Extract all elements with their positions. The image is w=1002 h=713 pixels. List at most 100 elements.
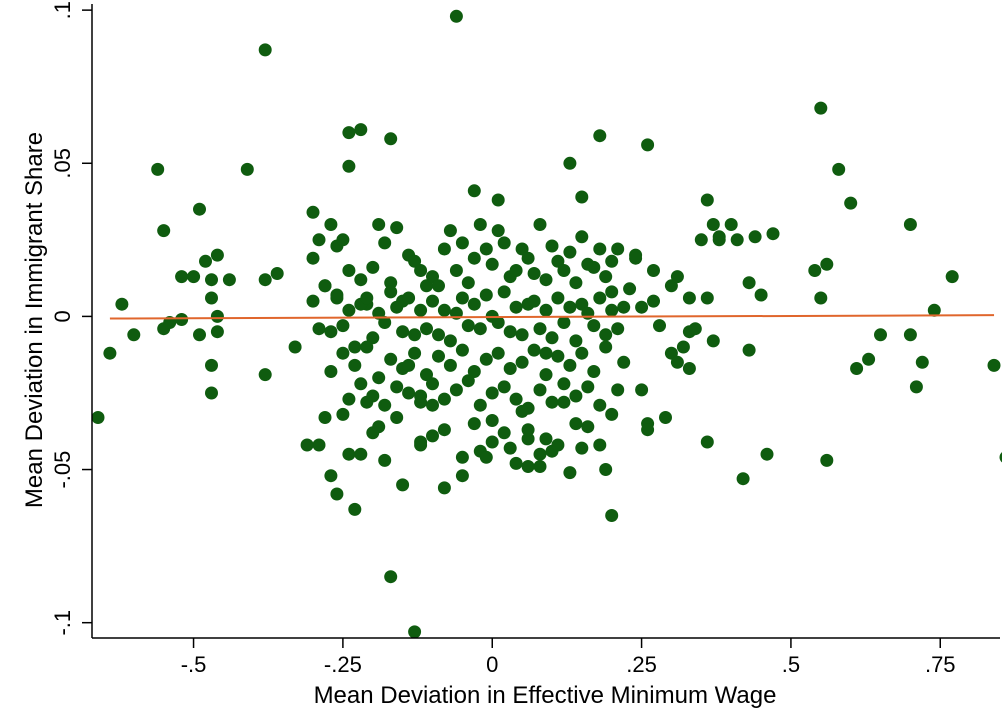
- data-point: [467, 251, 481, 265]
- data-point: [432, 279, 445, 293]
- data-point: [503, 362, 517, 375]
- data-point: [330, 487, 344, 501]
- data-point: [820, 257, 834, 271]
- data-point: [449, 264, 463, 277]
- data-point: [533, 218, 547, 231]
- data-point: [103, 346, 117, 360]
- data-point: [808, 264, 822, 277]
- data-point: [485, 435, 499, 449]
- data-point: [647, 264, 660, 277]
- data-point: [497, 236, 511, 250]
- data-point: [449, 383, 463, 397]
- data-point: [551, 254, 565, 268]
- data-point: [437, 481, 451, 495]
- data-point: [258, 368, 272, 382]
- data-point: [372, 218, 386, 231]
- data-point: [467, 417, 481, 431]
- data-point: [641, 423, 655, 437]
- data-point: [366, 260, 380, 274]
- data-point: [563, 300, 577, 314]
- data-point: [635, 300, 649, 314]
- data-point: [497, 426, 511, 440]
- data-point: [682, 291, 696, 305]
- axes-layer: [91, 4, 1000, 639]
- data-point: [157, 224, 171, 238]
- data-point: [509, 456, 523, 470]
- data-point: [551, 349, 565, 363]
- data-point: [378, 316, 392, 329]
- data-point: [455, 343, 469, 357]
- data-point: [629, 248, 643, 262]
- data-point: [509, 392, 523, 406]
- data-point: [700, 435, 714, 449]
- data-point: [641, 138, 655, 152]
- data-point: [599, 270, 613, 284]
- data-point: [414, 438, 428, 452]
- data-point: [437, 303, 451, 317]
- data-point: [909, 380, 923, 394]
- data-point: [688, 322, 702, 336]
- data-point: [330, 288, 344, 302]
- data-point: [736, 472, 750, 486]
- data-point: [342, 126, 356, 140]
- data-point: [210, 309, 224, 323]
- data-point: [199, 254, 212, 268]
- data-point: [336, 407, 350, 421]
- data-point: [426, 377, 439, 391]
- data-point: [814, 291, 828, 305]
- data-point: [258, 43, 272, 57]
- data-point: [420, 279, 433, 293]
- data-point: [485, 414, 499, 427]
- data-point: [193, 202, 206, 216]
- data-point: [706, 218, 720, 231]
- data-point: [509, 264, 523, 277]
- data-point: [205, 358, 218, 372]
- data-point: [372, 371, 386, 385]
- data-point: [342, 303, 356, 317]
- data-point: [384, 285, 398, 299]
- data-point: [479, 288, 493, 302]
- data-point: [342, 159, 356, 173]
- data-point: [479, 242, 493, 256]
- data-point: [360, 395, 374, 409]
- data-point: [432, 349, 445, 363]
- data-point: [205, 386, 218, 400]
- data-point: [539, 273, 553, 287]
- data-point: [545, 239, 559, 253]
- data-point: [599, 463, 613, 476]
- data-point: [426, 270, 439, 284]
- data-point: [318, 279, 332, 293]
- fit-line-layer: [109, 314, 995, 320]
- data-point: [927, 303, 941, 317]
- data-point: [420, 368, 433, 382]
- data-point: [461, 374, 475, 388]
- data-point: [426, 398, 439, 412]
- data-point: [467, 297, 481, 311]
- data-point: [443, 358, 457, 372]
- data-point: [378, 398, 392, 412]
- data-point: [455, 236, 469, 250]
- data-point: [312, 438, 326, 452]
- data-point: [844, 196, 858, 210]
- data-point: [611, 242, 625, 256]
- data-point: [222, 273, 236, 287]
- data-point: [760, 447, 774, 461]
- data-point: [557, 395, 571, 409]
- data-point: [605, 254, 619, 268]
- data-point: [402, 291, 416, 305]
- data-point: [700, 193, 714, 207]
- data-point: [306, 294, 320, 308]
- x-tick-label: 0: [486, 652, 498, 677]
- data-point: [384, 352, 398, 366]
- data-point: [635, 383, 649, 397]
- data-point: [348, 358, 362, 372]
- data-point: [175, 270, 189, 284]
- data-point: [372, 420, 386, 434]
- data-point: [336, 319, 350, 333]
- data-point: [670, 355, 684, 369]
- data-point: [348, 502, 362, 516]
- data-point: [354, 123, 368, 137]
- data-point: [432, 328, 445, 342]
